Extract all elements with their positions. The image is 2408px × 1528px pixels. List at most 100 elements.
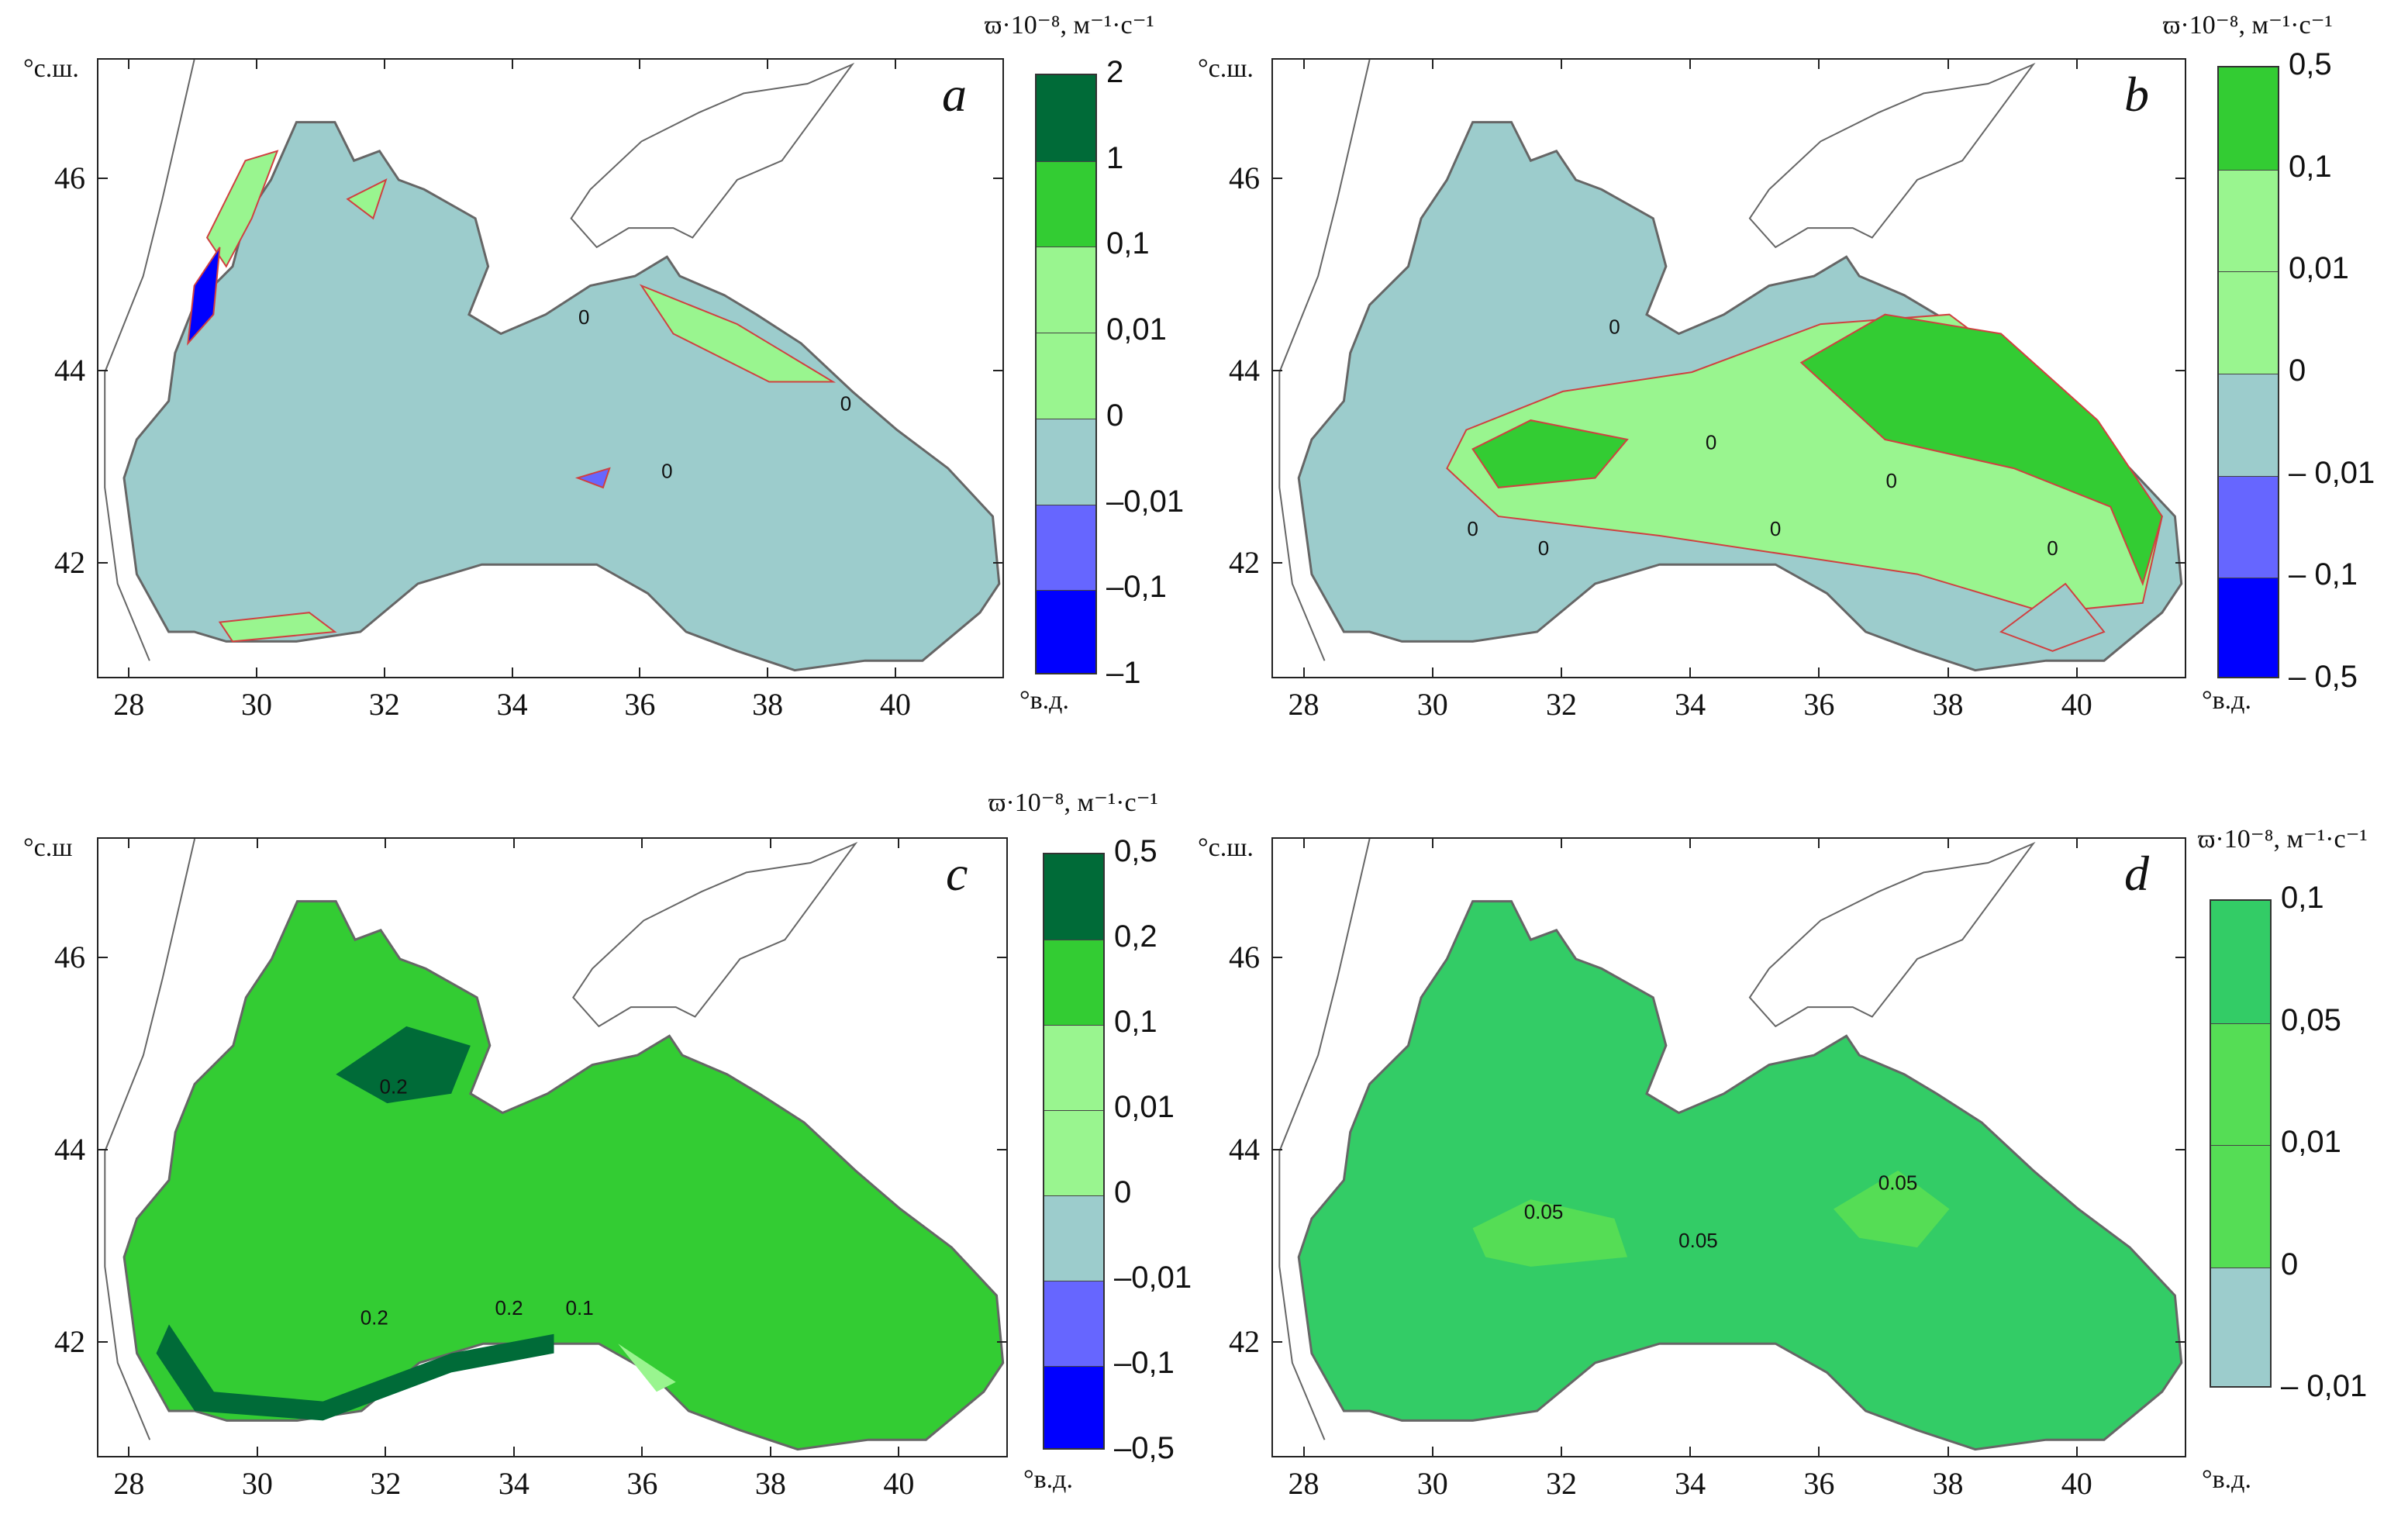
- x-tick-label: 36: [1803, 687, 1835, 722]
- x-tick-label: 36: [626, 1466, 658, 1501]
- colorbar-label: – 0,01: [2281, 1369, 2368, 1403]
- field-patch: [156, 1324, 554, 1421]
- y-tick: [1271, 1341, 1282, 1343]
- contour-label: 0.2: [361, 1306, 388, 1329]
- colorbar-segment: [2211, 1267, 2270, 1386]
- y-tick-right: [2175, 370, 2186, 372]
- colorbar-segment: [2219, 169, 2278, 273]
- x-tick-label: 30: [241, 1466, 273, 1501]
- x-tick-label: 38: [754, 1466, 786, 1501]
- x-tick: [894, 667, 896, 678]
- y-tick-label: 46: [54, 160, 85, 196]
- colorbar-label: –1: [1106, 656, 1141, 690]
- y-tick-right: [997, 957, 1008, 959]
- colorbar: [1043, 853, 1105, 1450]
- x-axis-unit: °в.д.: [2202, 686, 2251, 715]
- x-tick-label: 34: [496, 687, 528, 722]
- x-tick-top: [2075, 58, 2078, 69]
- y-tick: [1271, 562, 1282, 564]
- colorbar-title: ϖ·10⁻⁸, м⁻¹·с⁻¹: [988, 788, 1158, 817]
- field-patch: [1472, 1199, 1627, 1267]
- y-tick-right: [997, 1341, 1008, 1343]
- y-tick-right: [997, 1149, 1008, 1151]
- field-patch: [1799, 313, 2163, 587]
- colorbar-label: 0,1: [1106, 226, 1150, 261]
- x-tick-label: 40: [883, 1466, 915, 1501]
- x-tick-top: [1689, 58, 1692, 69]
- y-tick: [97, 957, 108, 959]
- colorbar-label: 0,01: [2289, 251, 2349, 286]
- x-axis-unit: °в.д.: [1019, 686, 1069, 715]
- x-tick: [1431, 1447, 1433, 1457]
- colorbar-label: 0,1: [2281, 881, 2324, 915]
- colorbar-segment: [1044, 1366, 1103, 1448]
- azov-coastline: [572, 841, 858, 1028]
- colorbar-segment: [1037, 247, 1095, 334]
- x-tick: [256, 1447, 258, 1457]
- colorbar-segment: [2219, 67, 2278, 171]
- field-patch: [187, 247, 221, 346]
- y-tick-label: 46: [1229, 940, 1260, 975]
- x-tick-label: 34: [498, 1466, 530, 1501]
- colorbar-label: 1: [1106, 140, 1124, 175]
- x-tick-label: 40: [2061, 1466, 2092, 1501]
- colorbar-label: 0,05: [2281, 1002, 2341, 1037]
- x-tick: [1818, 1447, 1820, 1457]
- x-tick-label: 40: [2061, 687, 2092, 722]
- x-tick-top: [512, 837, 515, 848]
- y-tick-label: 44: [1229, 1132, 1260, 1168]
- y-tick-label: 44: [54, 353, 85, 388]
- colorbar: [2210, 899, 2272, 1388]
- x-tick-top: [639, 58, 641, 69]
- contour-label: 0: [1538, 536, 1549, 560]
- map-frame: 0.05 0.05 0.05: [1271, 837, 2186, 1457]
- contour-label: 0.1: [566, 1296, 594, 1319]
- contour-label: 0: [661, 460, 672, 483]
- contour-label: 0.2: [380, 1075, 408, 1099]
- y-tick-label: 42: [1229, 1324, 1260, 1360]
- x-tick: [1560, 1447, 1562, 1457]
- colorbar-title: ϖ·10⁻⁸, м⁻¹·с⁻¹: [985, 11, 1154, 40]
- map-frame: 0.2 0.2 0.2 0.1: [97, 837, 1008, 1457]
- field-patch: [618, 1343, 676, 1392]
- x-tick-top: [2075, 837, 2078, 848]
- x-tick-top: [1818, 58, 1820, 69]
- colorbar-label: –0,1: [1114, 1346, 1175, 1380]
- x-tick: [128, 667, 130, 678]
- colorbar-segment: [2219, 374, 2278, 477]
- x-tick-top: [1560, 837, 1562, 848]
- map-canvas: 0.05 0.05 0.05: [1278, 839, 2183, 1451]
- y-tick-label: 42: [54, 1324, 85, 1360]
- colorbar-label: 0,1: [2289, 149, 2332, 184]
- field-patch: [1999, 582, 2106, 652]
- x-tick-label: 36: [624, 687, 656, 722]
- land-border-line: [1278, 60, 1371, 661]
- y-axis-unit: °с.ш.: [1198, 833, 1254, 862]
- x-tick-top: [1947, 837, 1949, 848]
- colorbar-label: 0,5: [1114, 834, 1157, 868]
- x-tick-top: [385, 837, 387, 848]
- y-axis-unit: °с.ш: [23, 833, 73, 862]
- colorbar-label: 0: [1114, 1175, 1132, 1209]
- colorbar-label: 0: [1106, 398, 1124, 433]
- contour-label: 0: [1609, 315, 1620, 338]
- y-tick-label: 44: [1229, 353, 1260, 388]
- contour-label: 0.05: [1678, 1229, 1718, 1252]
- x-tick: [641, 1447, 643, 1457]
- panel-letter: c: [946, 846, 968, 901]
- x-tick: [1302, 667, 1305, 678]
- y-tick-label: 46: [1229, 160, 1260, 196]
- x-tick-label: 38: [1932, 1466, 1964, 1501]
- colorbar-label: – 0,5: [2289, 660, 2358, 694]
- colorbar-title: ϖ·10⁻⁸, м⁻¹·с⁻¹: [2163, 11, 2333, 40]
- x-tick-label: 28: [113, 1466, 145, 1501]
- x-tick-label: 34: [1675, 687, 1706, 722]
- x-tick-label: 36: [1803, 1466, 1835, 1501]
- x-tick-top: [894, 58, 896, 69]
- y-tick: [1271, 370, 1282, 372]
- x-tick: [2075, 667, 2078, 678]
- x-tick-label: 32: [1545, 687, 1577, 722]
- field-patch: [218, 612, 337, 643]
- x-tick: [1818, 667, 1820, 678]
- field-patch: [1471, 419, 1629, 488]
